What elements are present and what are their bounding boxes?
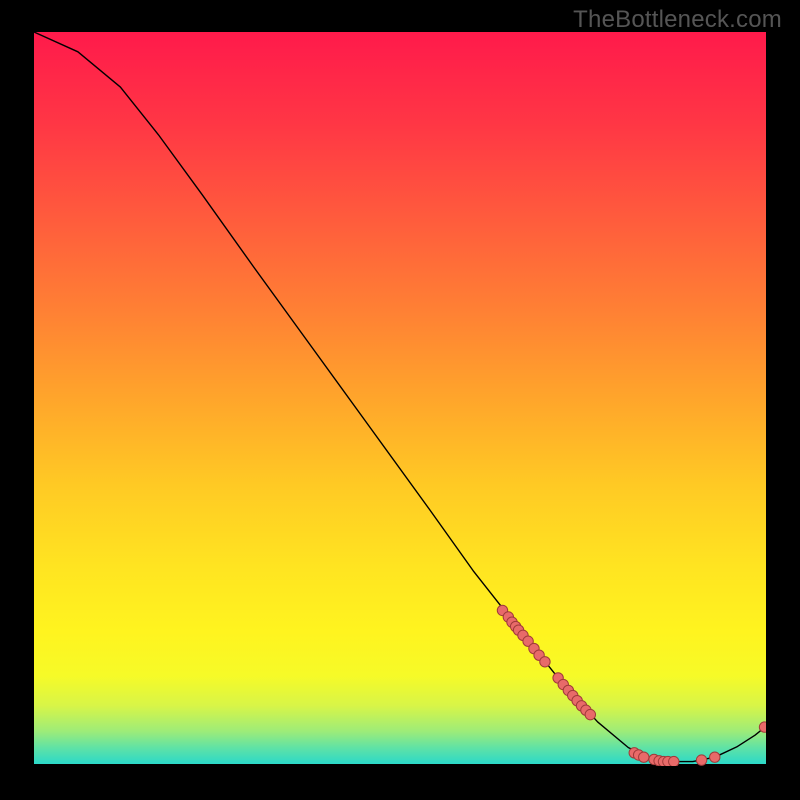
data-point-marker — [585, 709, 595, 719]
data-point-marker — [710, 752, 720, 762]
data-point-marker — [669, 756, 679, 766]
data-point-marker — [639, 752, 649, 762]
page-root: { "watermark": { "text": "TheBottleneck.… — [0, 0, 800, 800]
data-point-marker — [696, 755, 706, 765]
data-point-marker — [540, 657, 550, 667]
chart-overlay — [34, 32, 766, 766]
data-markers-group — [497, 605, 766, 766]
chart-plot-area — [34, 32, 766, 766]
bottleneck-curve-line — [34, 32, 766, 762]
data-point-marker — [759, 722, 766, 732]
watermark-text: TheBottleneck.com — [573, 6, 782, 34]
